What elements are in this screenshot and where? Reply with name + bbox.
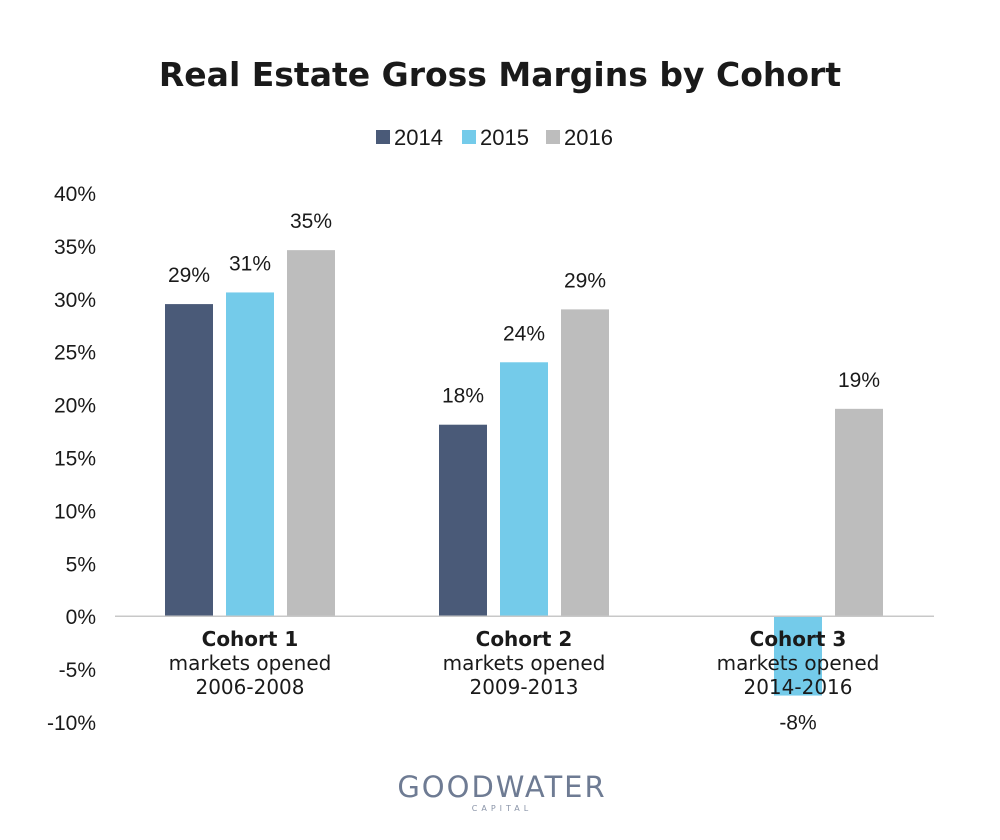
bar-2015 xyxy=(226,292,274,617)
legend-label: 2016 xyxy=(564,125,613,150)
data-label: 18% xyxy=(442,385,484,408)
category-line3: 2009-2013 xyxy=(469,675,578,699)
bar-2016 xyxy=(835,408,883,617)
data-label: 29% xyxy=(168,264,210,287)
chart-title: Real Estate Gross Margins by Cohort xyxy=(159,55,841,94)
category-name: Cohort 1 xyxy=(202,627,299,651)
y-tick-label: 0% xyxy=(66,606,96,629)
bar-2016 xyxy=(287,250,335,617)
y-tick-label: 30% xyxy=(54,289,96,312)
category-name: Cohort 3 xyxy=(750,627,847,651)
data-label: -8% xyxy=(779,712,816,735)
y-axis: -10% -5% 0% 5% 10% 15% 20% 25% 30% 35% 40% xyxy=(47,183,96,735)
logo-text: GOODWATER xyxy=(397,770,606,804)
y-tick-label: 25% xyxy=(54,342,96,365)
data-label: 29% xyxy=(564,269,606,292)
data-labels: 29% 18% 31% 24% -8% 35% 29% 19% xyxy=(168,210,880,734)
y-tick-label: 35% xyxy=(54,236,96,259)
bar-2014 xyxy=(165,304,213,617)
y-tick-label: 5% xyxy=(66,553,96,576)
y-tick-label: -10% xyxy=(47,712,96,735)
goodwater-logo: GOODWATER CAPITAL xyxy=(397,770,606,813)
bars xyxy=(165,250,883,696)
logo-subtext: CAPITAL xyxy=(472,804,532,813)
category-line3: 2006-2008 xyxy=(195,675,304,699)
category-line3: 2014-2016 xyxy=(743,675,852,699)
y-tick-label: 40% xyxy=(54,183,96,206)
legend-swatch xyxy=(376,130,390,144)
category-line2: markets opened xyxy=(169,651,332,675)
data-label: 31% xyxy=(229,252,271,275)
y-tick-label: 10% xyxy=(54,500,96,523)
category-name: Cohort 2 xyxy=(476,627,573,651)
legend-swatch xyxy=(546,130,560,144)
bar-2015 xyxy=(500,362,548,617)
category-line2: markets opened xyxy=(717,651,880,675)
legend: 2014 2015 2016 xyxy=(376,125,613,150)
y-tick-label: 20% xyxy=(54,395,96,418)
legend-label: 2015 xyxy=(480,125,529,150)
y-tick-label: 15% xyxy=(54,448,96,471)
y-tick-label: -5% xyxy=(59,659,96,682)
data-label: 24% xyxy=(503,322,545,345)
bar-2015 xyxy=(774,616,822,696)
bar-2014 xyxy=(439,424,487,617)
bar-2016 xyxy=(561,309,609,617)
legend-swatch xyxy=(462,130,476,144)
data-label: 35% xyxy=(290,210,332,233)
category-line2: markets opened xyxy=(443,651,606,675)
data-label: 19% xyxy=(838,369,880,392)
legend-label: 2014 xyxy=(394,125,443,150)
